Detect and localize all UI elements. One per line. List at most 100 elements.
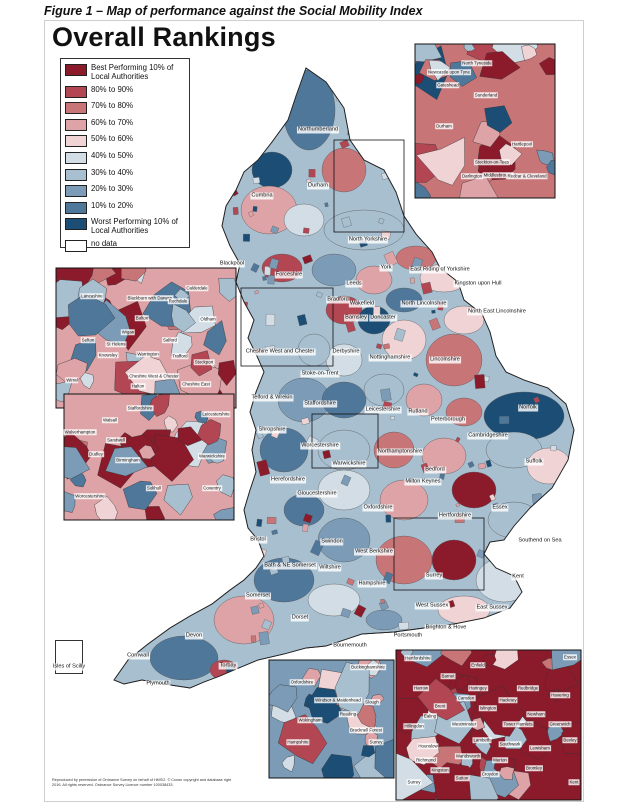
map-label: Durham [435,123,453,129]
local-authority-area [480,634,488,644]
local-authority-area [555,356,561,363]
local-authority-area [499,416,510,425]
map-label: Bromley [524,765,544,771]
map-label: Gateshead [436,82,460,88]
map-label: Cornwall [126,652,150,660]
map-label: Ealing [422,713,438,719]
local-authority-area [420,281,433,295]
local-authority-area [267,275,275,285]
map-label: Dorset [290,614,310,622]
map-label: Wolverhampton [63,429,97,435]
local-authority-area [380,598,385,604]
map-label: Windsor & Maidenhead [314,697,362,703]
local-authority-area [250,262,260,273]
map-label: Brighton & Hove [424,624,468,632]
local-authority-area [455,436,461,443]
local-authority-area [435,232,442,238]
legend-label: 10% to 20% [91,200,134,210]
map-label: Southend on Sea [517,537,563,545]
local-authority-area [68,293,116,337]
map-label: Barnet [440,673,456,679]
local-authority-area [398,621,410,630]
map-label: Solihull [145,485,163,491]
local-authority-area [417,208,426,219]
map-label: Newcastle upon Tyne [427,69,471,75]
local-authority-area [531,559,537,565]
map-label: Redbridge [516,685,540,691]
map-label: Rochdale [167,298,189,304]
map-label: Portsmouth [392,632,424,640]
local-authority-area [346,577,355,586]
map-label: Warwickshire [198,453,226,459]
map-label: Westminster [450,721,478,727]
local-authority-area [322,449,332,460]
map-label: Lincolnshire [429,356,461,364]
local-authority-area [455,674,470,691]
legend-item: 60% to 70% [65,118,186,131]
local-authority-area [138,444,156,460]
map-label: Hillingdon [403,723,425,729]
local-authority-area [324,202,329,208]
map-label: Sunderland [473,92,499,98]
map-label: Walsall [102,417,118,423]
map-label: Warwickshire [331,460,367,468]
local-authority-area [556,300,566,313]
map-label: Cambridgeshire [467,432,509,440]
map-label: Wiltshire [318,564,342,572]
legend-label: Best Performing 10% of Local Authorities [91,63,174,81]
local-authority-area [552,615,558,621]
map-label: Plymouth [145,680,171,688]
local-authority-area [171,303,196,333]
local-authority-area [378,217,385,225]
local-authority-area [144,506,166,520]
local-authority-area [252,206,258,212]
legend-label: no data [91,238,118,248]
inset-callout-box [333,139,405,233]
local-authority-area [321,754,355,778]
map-label: Kent [511,573,525,581]
legend-swatch [65,118,87,131]
local-authority-area [302,523,309,532]
inset-border [268,659,395,779]
local-authority-area [339,139,350,149]
map-label: Hampshire [357,580,387,588]
local-authority-area [467,461,475,469]
local-authority-area [269,684,298,713]
map-label: Lewisham [529,745,551,751]
map-label: Durham [307,182,329,190]
map-label: East Sussex [475,604,509,612]
local-authority-area [455,502,460,508]
local-authority-area [216,474,234,498]
legend-item: no data [65,239,186,252]
local-authority-area [548,274,556,282]
local-authority-area [489,493,496,502]
local-authority-area [539,57,555,75]
local-authority-area [379,479,429,521]
map-label: Leicestershire [201,411,231,417]
map-label: Warrington [136,351,160,357]
local-authority-area [302,227,310,234]
copyright-footer: Reproduced by permission of Ordnance Sur… [52,778,232,787]
local-authority-area [375,535,433,585]
local-authority-area [528,238,533,243]
map-label: Bolton [134,315,150,321]
local-authority-area [484,105,513,133]
map-label: Kent [568,779,580,785]
local-authority-area [374,738,394,778]
local-authority-area [296,314,308,327]
local-authority-area [415,181,432,198]
map-label: Tower Hamlets [502,721,534,727]
map-label: Cheshire West and Chester [244,348,316,356]
coastline [113,67,575,689]
local-authority-area [232,207,239,215]
map-label: Sefton [80,337,96,343]
local-authority-area [94,495,118,520]
map-label: Hertfordshire [437,512,473,520]
local-authority-area [250,635,257,643]
local-authority-area [267,87,278,101]
map-label: Knowsley [97,352,119,358]
local-authority-area [79,372,95,390]
local-authority-area [282,69,336,151]
map-label: Doncaster [369,314,397,322]
local-authority-area [307,583,361,617]
